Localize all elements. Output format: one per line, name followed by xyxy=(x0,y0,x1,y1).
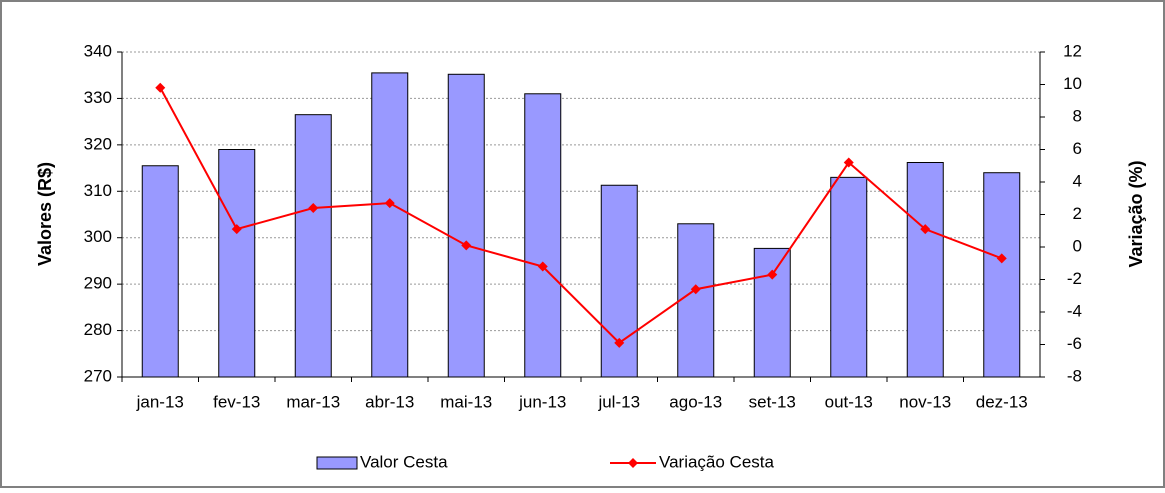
bar xyxy=(447,73,485,378)
y-tick-label: 270 xyxy=(84,366,112,385)
bar xyxy=(600,184,638,378)
line-marker xyxy=(767,269,778,280)
y2-tick-label: 2 xyxy=(1073,204,1082,223)
y2-tick-label: 10 xyxy=(1063,74,1082,93)
bar xyxy=(141,165,179,378)
bar xyxy=(294,114,332,378)
bar xyxy=(677,223,715,378)
bar xyxy=(371,72,409,378)
y2-tick-label: 8 xyxy=(1073,106,1082,125)
bar xyxy=(753,247,791,378)
y2-tick-label: -2 xyxy=(1067,269,1082,288)
line-marker xyxy=(843,157,854,168)
line-marker xyxy=(231,224,242,235)
bar xyxy=(830,176,868,378)
bar xyxy=(906,162,944,378)
y-tick-label: 300 xyxy=(84,227,112,246)
y-tick-label: 330 xyxy=(84,88,112,107)
line-marker xyxy=(920,224,931,235)
line-marker xyxy=(461,240,472,251)
legend-swatch xyxy=(628,458,638,468)
line-marker xyxy=(384,198,395,209)
y2-tick-label: -4 xyxy=(1067,301,1082,320)
y2-axis-label: Variação (%) xyxy=(1126,160,1146,267)
line-marker xyxy=(690,284,701,295)
y-tick-label: 280 xyxy=(84,320,112,339)
line-marker xyxy=(155,82,166,93)
legend-label: Valor Cesta xyxy=(360,452,448,471)
y-tick-label: 320 xyxy=(84,134,112,153)
x-tick-label: out-13 xyxy=(825,392,873,411)
legend-label: Variação Cesta xyxy=(659,452,775,471)
bar xyxy=(983,172,1021,378)
x-tick-label: dez-13 xyxy=(976,392,1028,411)
x-tick-label: set-13 xyxy=(749,392,796,411)
x-tick-label: ago-13 xyxy=(669,392,722,411)
y-tick-label: 310 xyxy=(84,181,112,200)
y-tick-label: 290 xyxy=(84,274,112,293)
x-tick-label: fev-13 xyxy=(213,392,260,411)
x-tick-label: nov-13 xyxy=(899,392,951,411)
x-tick-label: mai-13 xyxy=(440,392,492,411)
y2-tick-label: -6 xyxy=(1067,334,1082,353)
bar xyxy=(524,93,562,378)
y2-tick-label: -8 xyxy=(1067,366,1082,385)
y2-tick-label: 0 xyxy=(1073,236,1082,255)
bar xyxy=(218,149,256,378)
x-tick-label: jun-13 xyxy=(518,392,566,411)
line xyxy=(159,87,1003,345)
x-tick-label: jul-13 xyxy=(597,392,640,411)
y-tick-label: 340 xyxy=(84,41,112,60)
y2-tick-label: 6 xyxy=(1073,139,1082,158)
x-tick-label: mar-13 xyxy=(286,392,340,411)
legend-swatch xyxy=(316,456,358,470)
line-marker xyxy=(308,203,319,213)
x-tick-label: jan-13 xyxy=(136,392,184,411)
x-tick-label: abr-13 xyxy=(365,392,414,411)
y2-tick-label: 12 xyxy=(1063,41,1082,60)
line-marker xyxy=(614,337,625,348)
line-marker xyxy=(996,253,1007,264)
y-axis-label: Valores (R$) xyxy=(35,162,55,266)
line-marker xyxy=(537,261,548,272)
y2-tick-label: 4 xyxy=(1073,171,1082,190)
